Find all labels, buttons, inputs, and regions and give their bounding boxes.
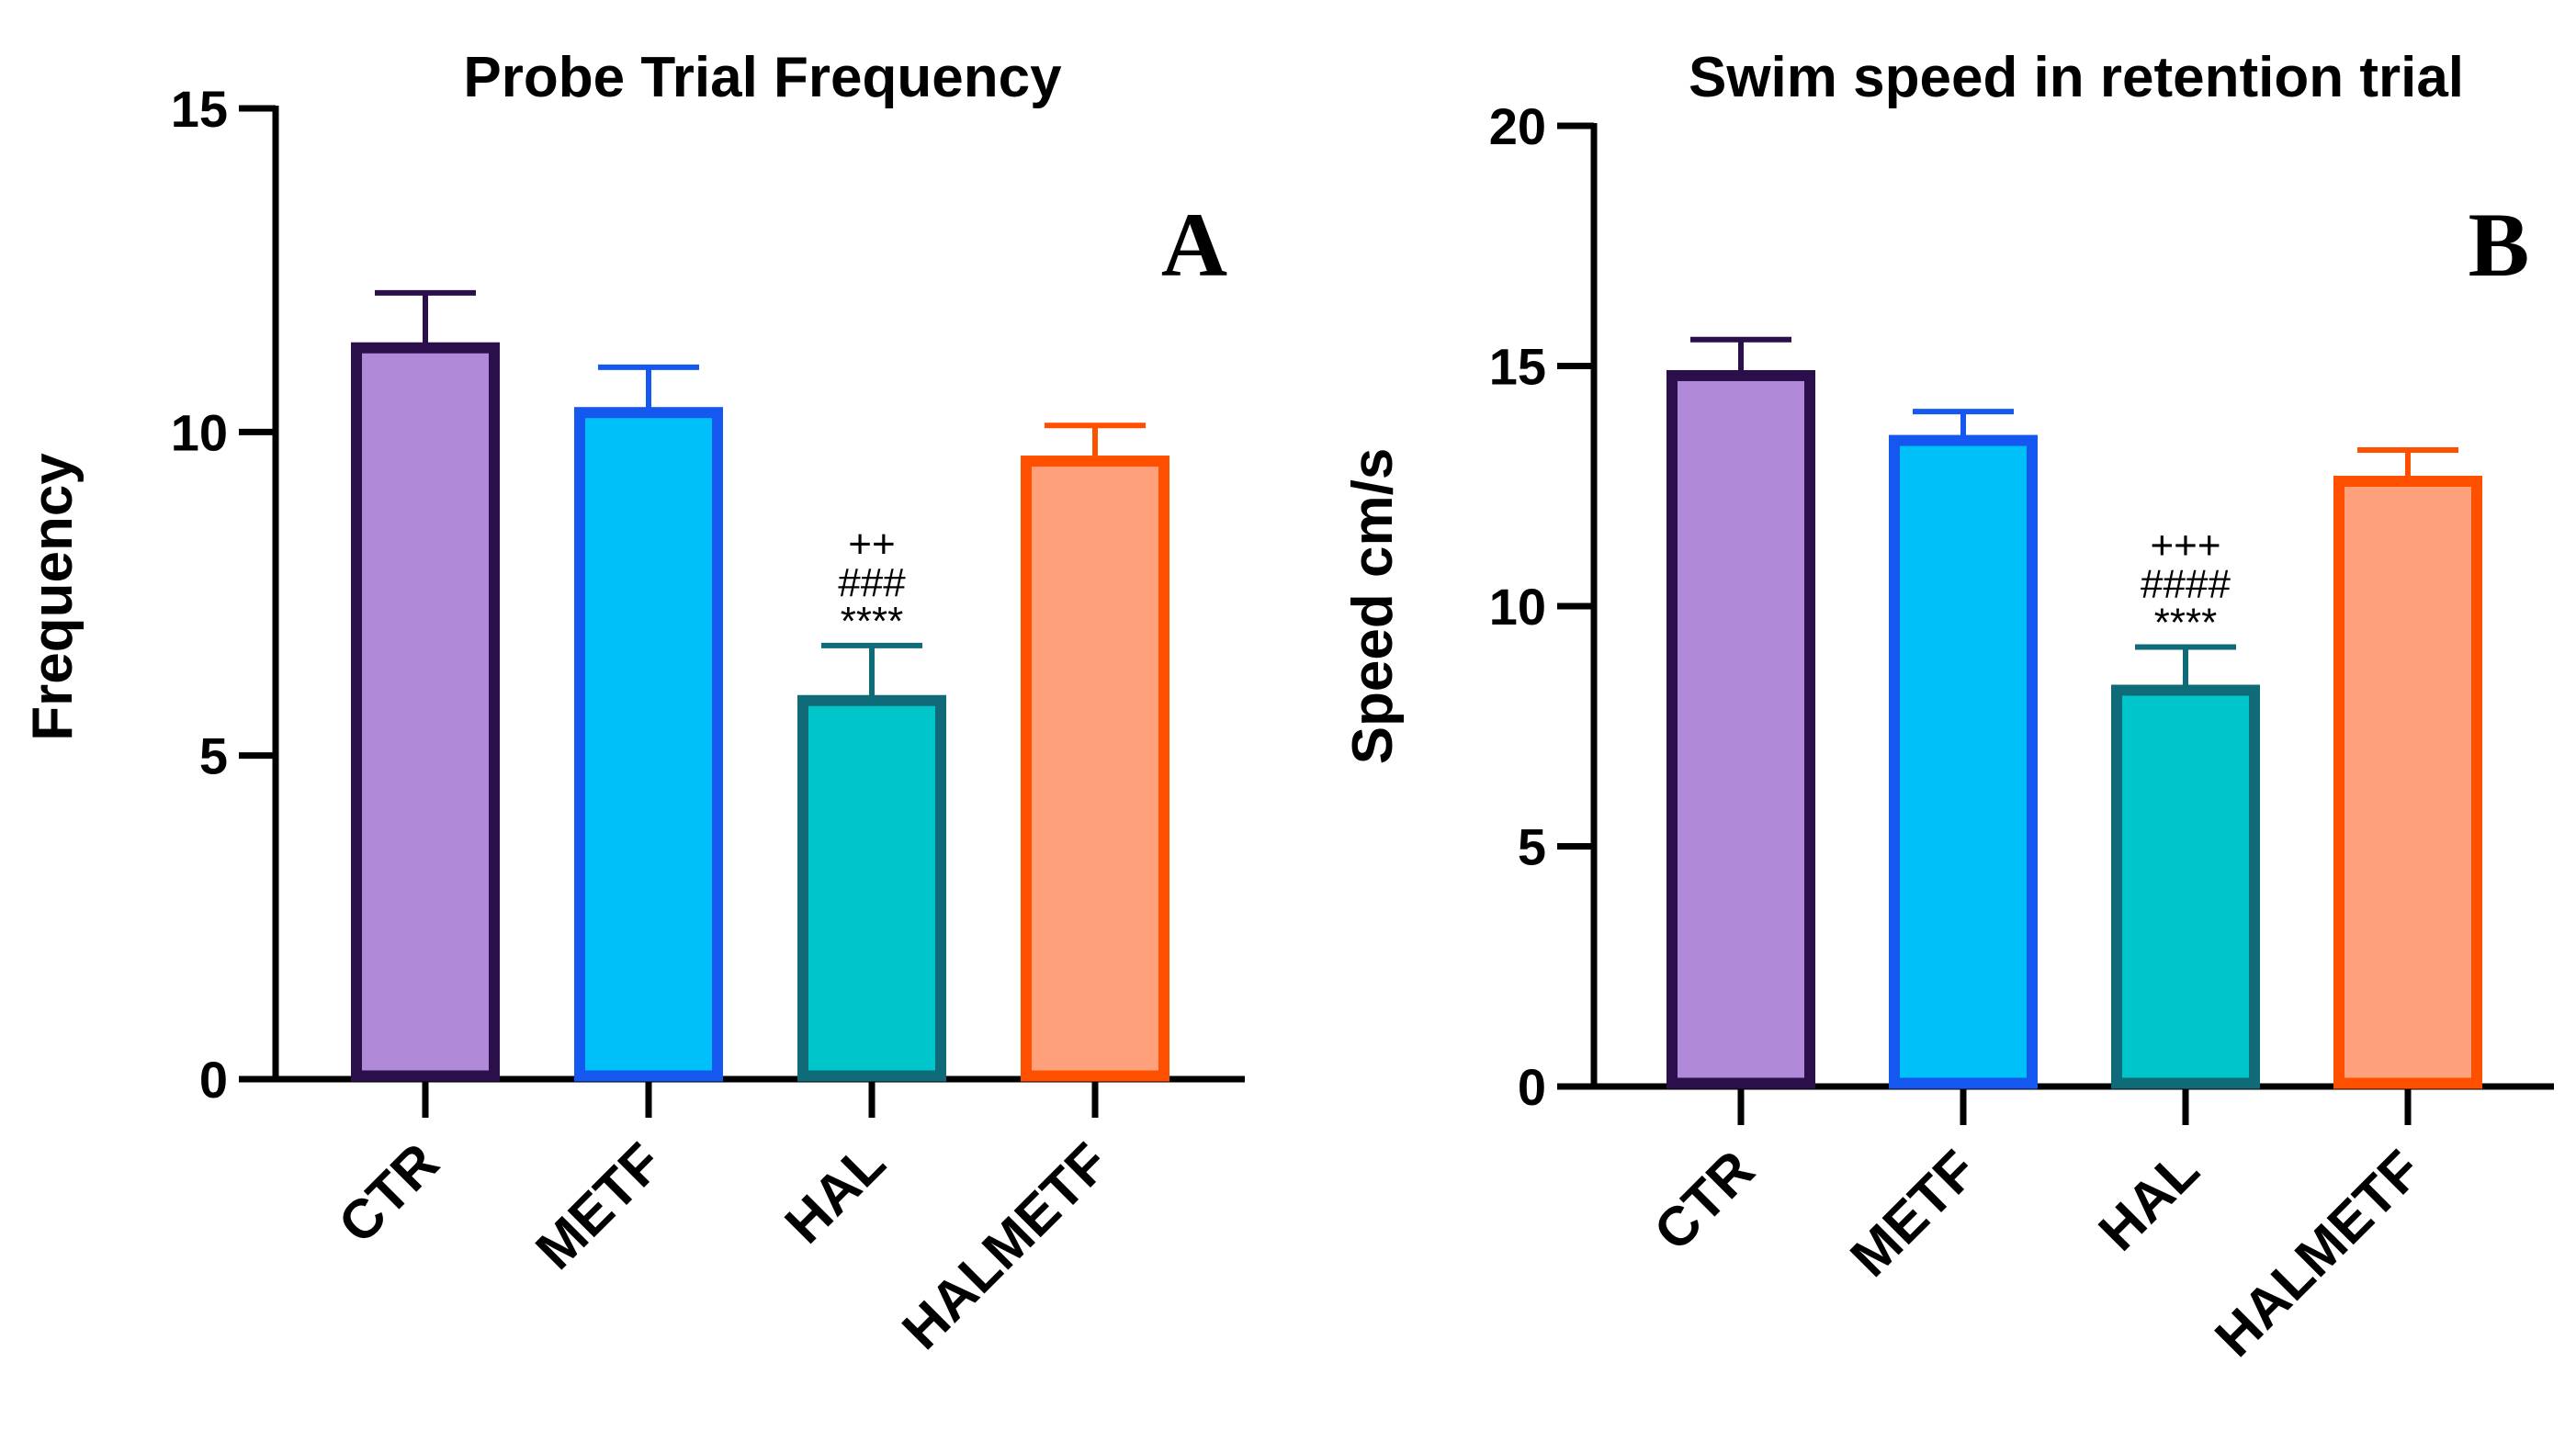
significance-marker: **** <box>2154 600 2218 645</box>
bar-ctr <box>1666 369 1815 1089</box>
bars: +++####**** <box>1666 336 2482 1089</box>
significance-marker: ++ <box>848 522 895 567</box>
significance-marker: ### <box>838 560 906 605</box>
bar-ctr <box>351 342 500 1082</box>
bar-hal <box>797 694 946 1082</box>
y-tick-label: 10 <box>1489 578 1546 636</box>
y-axis-label: Speed cm/s <box>1341 448 1405 765</box>
y-tick-label: 15 <box>1489 338 1546 396</box>
chart-title: Swim speed in retention trial <box>1689 46 2464 109</box>
y-tick-label: 20 <box>1489 97 1546 155</box>
significance-marker: +++ <box>2150 523 2220 568</box>
bar-hal <box>2111 684 2260 1089</box>
significance-marker: #### <box>2141 561 2231 606</box>
y-tick-label: 0 <box>1518 1058 1546 1116</box>
y-axis-label: Frequency <box>21 453 85 741</box>
chart-title: Probe Trial Frequency <box>463 46 1062 109</box>
bar-halmetf <box>1021 456 1169 1082</box>
bar-halmetf <box>2333 476 2482 1089</box>
bar-metf <box>1889 434 2038 1089</box>
y-tick-label: 0 <box>199 1051 228 1109</box>
bars: ++###**** <box>351 289 1169 1082</box>
y-tick-label: 5 <box>1518 818 1546 876</box>
y-tick-label: 10 <box>171 403 228 461</box>
y-tick-label: 5 <box>199 727 228 785</box>
y-tick-label: 15 <box>171 80 228 138</box>
panel-letter: B <box>2469 194 2530 296</box>
significance-marker: **** <box>841 599 904 644</box>
bar-metf <box>574 407 723 1082</box>
panel-letter: A <box>1161 194 1227 296</box>
